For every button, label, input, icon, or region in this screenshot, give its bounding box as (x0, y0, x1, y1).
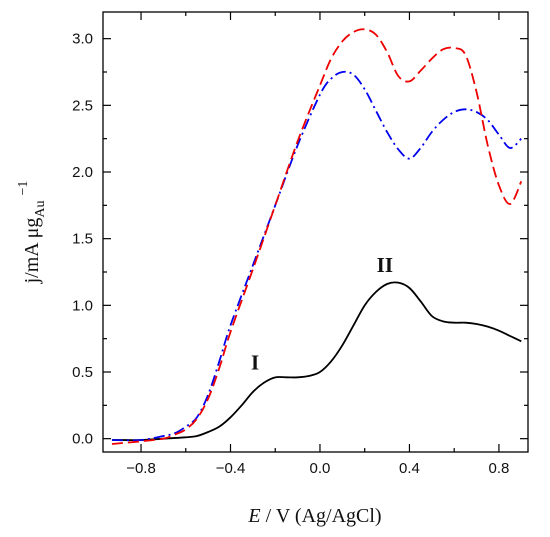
y-axis-label-sub: Au (33, 201, 48, 218)
x-tick-label: 0.0 (310, 460, 331, 477)
y-tick-label: 0.0 (72, 431, 93, 448)
y-axis-label-sup: −1 (16, 181, 31, 196)
x-tick-label: −0.4 (216, 460, 246, 477)
x-axis-label-unit: / V (Ag/AgCl) (261, 505, 382, 527)
y-tick-label: 1.5 (72, 231, 93, 248)
y-axis-label-main: j/mA μg (21, 218, 43, 285)
series-line-dash (111, 28, 523, 445)
y-tick-label: 0.5 (72, 364, 93, 381)
series-layer (111, 28, 523, 445)
x-axis-ticks: −0.8 −0.4 0.0 0.4 0.8 (126, 12, 509, 477)
plot-frame (102, 11, 529, 453)
series-line-dashdot (111, 70, 522, 442)
y-axis-ticks: 0.0 0.5 1.0 1.5 2.0 2.5 3.0 (72, 31, 528, 448)
peak-label: I (251, 350, 259, 374)
y-tick-label: 1.0 (72, 297, 93, 314)
x-tick-label: 0.4 (399, 460, 420, 477)
series-line-solid (111, 281, 522, 441)
x-tick-label: 0.8 (488, 460, 509, 477)
peak-label: II (377, 253, 393, 277)
y-tick-label: 2.0 (72, 164, 93, 181)
y-axis-label: j/mA μgAu−1 (16, 181, 48, 285)
x-axis-label: E / V (Ag/AgCl) (247, 505, 381, 527)
y-tick-label: 2.5 (72, 97, 93, 114)
x-axis-label-symbol: E (247, 505, 260, 527)
annotations: III (251, 253, 393, 374)
y-tick-label: 3.0 (72, 31, 93, 48)
x-tick-label: −0.8 (126, 460, 156, 477)
